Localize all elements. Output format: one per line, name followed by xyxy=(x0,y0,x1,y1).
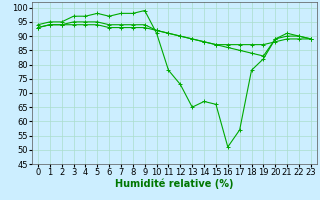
X-axis label: Humidité relative (%): Humidité relative (%) xyxy=(115,179,234,189)
